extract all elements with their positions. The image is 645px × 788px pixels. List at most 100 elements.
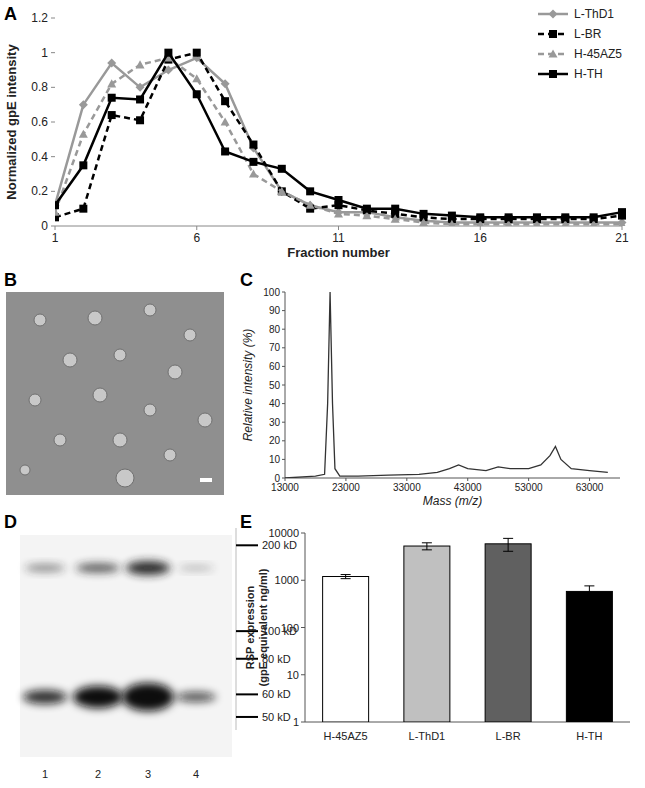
error-cap: [422, 549, 432, 550]
y-tick: [282, 292, 285, 293]
error-cap: [341, 574, 351, 575]
x-tick: [55, 226, 56, 230]
legend-marker: [549, 70, 557, 78]
y-tick-label: 1.2: [31, 11, 48, 25]
band: [73, 686, 123, 708]
y-tick-label: 0.8: [31, 80, 48, 94]
particle: [20, 465, 30, 475]
y-tick-label: 20: [269, 435, 281, 446]
particle: [144, 304, 156, 316]
x-tick: [480, 226, 481, 230]
y-tick-label: 30: [269, 417, 281, 428]
marker-tick: [236, 693, 258, 695]
particle: [54, 434, 66, 446]
y-axis-title: Relative intensity (%): [241, 329, 255, 442]
point: [277, 187, 286, 196]
y-tick-label: 40: [269, 398, 281, 409]
x-tick-label: H-TH: [576, 730, 602, 742]
point: [136, 60, 145, 68]
y-tick: [282, 403, 285, 404]
particle: [184, 329, 196, 341]
lane-label: 1: [42, 768, 48, 780]
particle: [198, 413, 212, 427]
particle: [144, 404, 156, 416]
point: [221, 147, 229, 155]
band: [25, 565, 65, 572]
y-tick-label: 60: [269, 361, 281, 372]
particle: [88, 311, 102, 325]
point: [136, 116, 144, 124]
y-tick-label: 0.4: [31, 150, 48, 164]
point: [192, 74, 201, 82]
legend-label: L-ThD1: [574, 7, 614, 21]
lane-label: 3: [145, 768, 151, 780]
error-cap: [584, 599, 594, 600]
point: [334, 209, 343, 217]
point: [55, 201, 59, 209]
y-tick: [51, 122, 55, 123]
blot-bg: [20, 535, 232, 757]
y-tick-label: 1: [293, 716, 299, 728]
point: [164, 49, 172, 57]
point: [363, 205, 371, 213]
x-tick-label: 13000: [271, 482, 299, 493]
y-tick: [282, 385, 285, 386]
point: [79, 130, 88, 138]
marker-tick: [236, 544, 258, 546]
point: [419, 218, 428, 226]
plot-area: [55, 49, 627, 226]
point: [391, 205, 399, 213]
y-axis-title: RSP expression: [244, 585, 256, 669]
series-line: [55, 53, 622, 219]
legend-label: H-TH: [574, 67, 603, 81]
spectrum-line: [285, 292, 608, 478]
panel-label: C: [240, 270, 253, 290]
point: [107, 59, 116, 68]
particle: [63, 353, 77, 367]
particle: [114, 349, 126, 361]
particle: [113, 433, 127, 447]
x-tick: [345, 478, 346, 481]
micrograph: [6, 292, 224, 495]
y-tick: [301, 674, 305, 675]
plot-area: [285, 292, 608, 478]
particle: [93, 388, 107, 402]
x-tick: [196, 226, 197, 230]
point: [249, 141, 257, 149]
x-tick: [528, 478, 529, 481]
error-cap: [503, 538, 513, 539]
x-tick-label: 21: [615, 231, 629, 245]
x-tick-label: 6: [193, 231, 200, 245]
point: [193, 49, 201, 57]
y-tick: [282, 366, 285, 367]
scale-bar: [200, 478, 212, 482]
y-tick-label: 0: [41, 219, 48, 233]
x-tick-label: 33000: [393, 482, 421, 493]
lane-label: 2: [95, 768, 101, 780]
point: [249, 158, 257, 166]
legend-label: L-BR: [574, 27, 602, 41]
particle: [168, 365, 182, 379]
band: [76, 564, 120, 573]
point: [136, 83, 145, 92]
marker-label: 60 kD: [262, 688, 291, 700]
bar: [566, 591, 612, 722]
lane-label: 4: [193, 768, 199, 780]
error-cap: [503, 551, 513, 552]
legend-marker: [549, 30, 557, 38]
y-tick: [51, 226, 55, 227]
y-tick-label: 1000: [275, 574, 299, 586]
point: [618, 220, 627, 226]
marker-label: 50 kD: [262, 711, 291, 723]
y-tick: [51, 18, 55, 19]
y-tick-label: 10000: [268, 527, 299, 539]
y-tick: [51, 52, 55, 53]
point: [221, 79, 230, 88]
error-cap: [584, 585, 594, 586]
point: [420, 210, 428, 218]
y-tick-label: 10: [269, 454, 281, 465]
point: [221, 97, 229, 105]
particle: [116, 469, 134, 487]
point: [136, 95, 144, 103]
panel-label: D: [4, 512, 17, 532]
